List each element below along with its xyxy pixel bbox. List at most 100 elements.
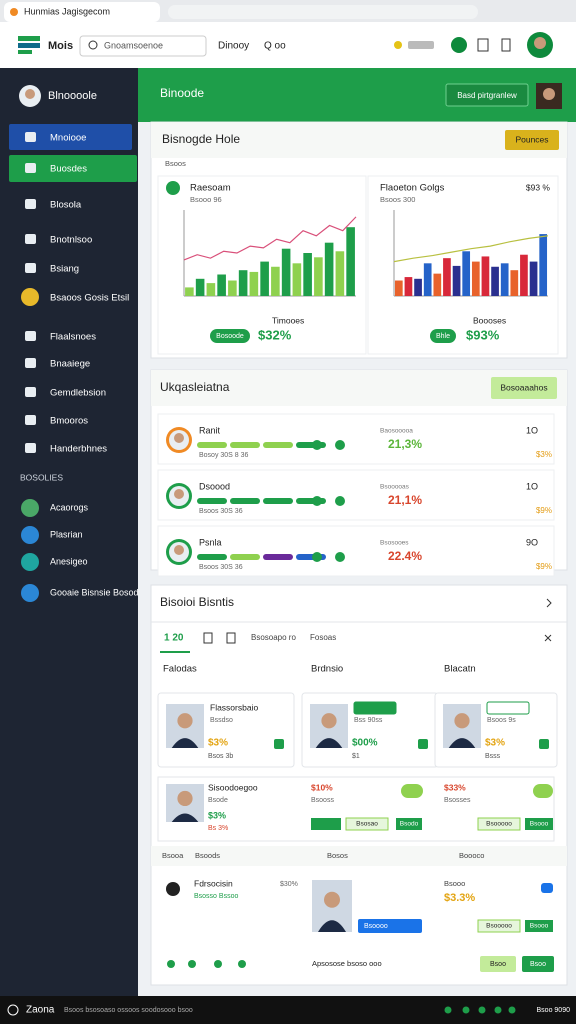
footer-icon[interactable]: [167, 960, 175, 968]
nav-item[interactable]: Gemdlebsion: [50, 388, 106, 399]
close-icon[interactable]: [544, 634, 552, 642]
chevron[interactable]: [546, 598, 552, 608]
tab-active[interactable]: 1 20: [164, 633, 184, 644]
taskbar-label: Zaona: [26, 1005, 55, 1016]
footer-button[interactable]: [522, 956, 554, 972]
action-button[interactable]: [477, 919, 521, 933]
nav-item[interactable]: Handerbhnes: [50, 444, 107, 455]
card-button[interactable]: [491, 377, 557, 399]
card-title: Bisoioi Bisntis: [160, 595, 234, 609]
tray-icon[interactable]: [444, 1006, 452, 1014]
feature-pct: $33%: [444, 782, 466, 792]
action-button[interactable]: [525, 818, 553, 830]
bar: [443, 258, 451, 296]
nav-selected[interactable]: [9, 155, 137, 182]
bar: [324, 242, 334, 296]
action-button[interactable]: [345, 817, 389, 831]
footer-icon[interactable]: [188, 960, 196, 968]
tab-icon[interactable]: [226, 632, 236, 644]
person-note: $1: [352, 753, 360, 760]
card-button[interactable]: [505, 130, 559, 150]
bar: [433, 273, 442, 296]
photo-body: [318, 920, 346, 932]
tray-icon[interactable]: [494, 1006, 502, 1014]
toggle[interactable]: [533, 784, 553, 798]
nav-icon: [25, 387, 36, 397]
sidebar-link[interactable]: Acaorogs: [50, 502, 89, 512]
progress-segment: [197, 442, 227, 448]
footer-icon[interactable]: [238, 960, 246, 968]
nav-item[interactable]: Bmooros: [50, 416, 88, 427]
sidebar-link[interactable]: Gooaie Bisnsie Bosodse: [50, 587, 148, 597]
tab[interactable]: Fosoas: [310, 633, 336, 642]
nav-link[interactable]: Dinooy: [218, 41, 249, 52]
action-button[interactable]: [311, 818, 341, 830]
tab-icon[interactable]: [203, 632, 213, 644]
address-bar[interactable]: [168, 5, 478, 19]
browser-tab[interactable]: [4, 2, 160, 22]
action-button[interactable]: [477, 817, 521, 831]
entry-button[interactable]: [358, 919, 422, 933]
action-button[interactable]: [396, 818, 422, 830]
nav-item[interactable]: Bnotnlsoo: [50, 235, 92, 246]
sidebar-link[interactable]: Anesigeo: [50, 556, 88, 566]
nav-item[interactable]: Buosdes: [50, 164, 87, 175]
tray-icon[interactable]: [462, 1006, 470, 1014]
bar: [394, 280, 403, 296]
toggle[interactable]: [401, 784, 423, 798]
nav-item[interactable]: Bnaaiege: [50, 359, 90, 370]
entry-time: $30%: [280, 881, 298, 888]
person-action[interactable]: [539, 739, 549, 749]
nav-icon: [25, 199, 36, 209]
person-action[interactable]: [274, 739, 284, 749]
person-sub: Bsoos 9s: [487, 717, 516, 724]
chart-pill[interactable]: [210, 329, 250, 343]
row-sub: Bsoos 30S 36: [199, 508, 243, 515]
nav-item[interactable]: Flaalsnoes: [50, 332, 96, 343]
action-button[interactable]: [525, 920, 553, 932]
row-name: Ranit: [199, 425, 221, 435]
tray-icon[interactable]: [478, 1006, 486, 1014]
entry-toggle[interactable]: [541, 883, 553, 893]
nav-item[interactable]: Bsiang: [50, 264, 79, 275]
banner-title: Binoode: [160, 86, 204, 100]
progress-segment: [263, 442, 293, 448]
photo-face: [454, 713, 470, 729]
progress-row: [157, 413, 555, 465]
bar: [271, 266, 280, 296]
progress-segment: [230, 498, 260, 504]
tab[interactable]: Bsosoapo ro: [251, 633, 296, 642]
tray-icon[interactable]: [508, 1006, 516, 1014]
chart-pill[interactable]: [430, 329, 456, 343]
person-action[interactable]: [418, 739, 428, 749]
nav-link[interactable]: Q oo: [264, 41, 286, 52]
nav-icon: [25, 132, 36, 142]
person-note: Bsss: [485, 753, 501, 760]
nav-active[interactable]: [9, 124, 132, 150]
power-icon[interactable]: [7, 1004, 19, 1016]
photo-face: [324, 891, 340, 908]
nav-item[interactable]: Blosola: [50, 200, 82, 211]
notification-button[interactable]: [451, 37, 467, 53]
row-tag: $9%: [536, 506, 552, 515]
bar: [206, 283, 216, 296]
icon[interactable]: [477, 38, 489, 52]
search-box[interactable]: [79, 35, 207, 57]
progress-row: [157, 525, 555, 577]
sidebar-link[interactable]: Plasrian: [50, 529, 83, 539]
footer-button[interactable]: [480, 956, 516, 972]
progress-segment: [263, 498, 293, 504]
label-row: [151, 846, 567, 866]
person-name: Flassorsbaio: [210, 702, 258, 712]
banner-button[interactable]: [445, 83, 529, 107]
icon[interactable]: [501, 38, 511, 52]
bar: [303, 253, 312, 296]
nav-item[interactable]: Mnoiooe: [50, 133, 86, 144]
nav-item[interactable]: Bsaoos Gosis Etsil: [50, 293, 129, 304]
row-pct: 21,1%: [388, 493, 422, 507]
action-button-label: Bsodo: [400, 821, 419, 828]
taskbar-clock: Bsoo 9090: [537, 1007, 571, 1014]
row-right: 1O: [526, 481, 538, 491]
entry-label: Bsooo: [444, 879, 465, 888]
footer-icon[interactable]: [214, 960, 222, 968]
